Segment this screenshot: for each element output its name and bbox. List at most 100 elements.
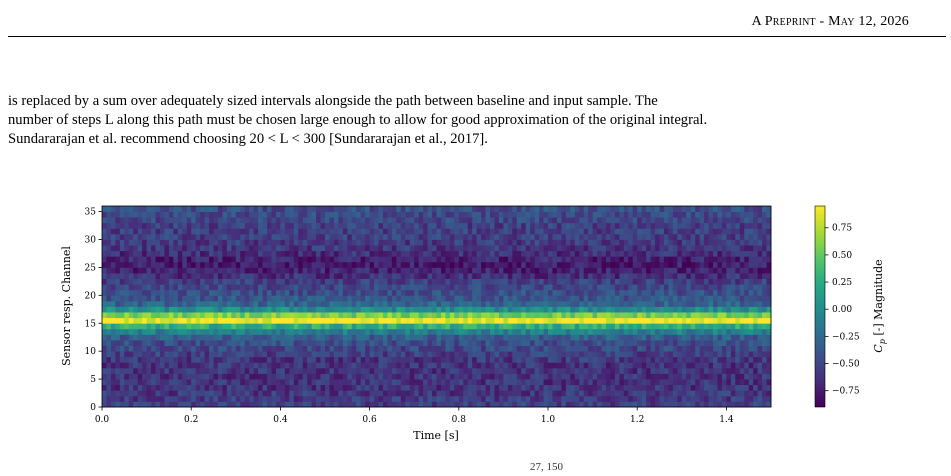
- heatmap-cell: [382, 390, 388, 397]
- heatmap-cell: [628, 239, 634, 246]
- heatmap-cell: [226, 356, 232, 363]
- heatmap-cell: [516, 295, 522, 302]
- heatmap-cell: [240, 356, 246, 363]
- heatmap-cell: [748, 312, 754, 319]
- heatmap-cell: [543, 222, 549, 229]
- heatmap-cell: [476, 300, 482, 307]
- heatmap-cell: [574, 267, 580, 274]
- heatmap-cell: [766, 228, 772, 235]
- heatmap-cell: [253, 233, 259, 240]
- heatmap-cell: [655, 362, 660, 369]
- heatmap-cell: [552, 312, 558, 319]
- heatmap-cell: [177, 284, 183, 291]
- heatmap-cell: [115, 278, 121, 285]
- heatmap-cell: [191, 300, 197, 307]
- heatmap-cell: [543, 306, 549, 313]
- heatmap-cell: [200, 401, 205, 408]
- heatmap-cell: [209, 379, 214, 386]
- heatmap-cell: [614, 323, 620, 330]
- heatmap-cell: [182, 289, 188, 296]
- heatmap-cell: [347, 250, 353, 257]
- heatmap-cell: [530, 306, 536, 313]
- heatmap-cell: [494, 362, 500, 369]
- heatmap-cell: [119, 261, 125, 268]
- heatmap-cell: [610, 250, 616, 257]
- heatmap-cell: [307, 328, 313, 335]
- heatmap-cell: [222, 362, 228, 369]
- heatmap-cell: [329, 356, 335, 363]
- heatmap-cell: [623, 233, 629, 240]
- heatmap-cell: [597, 323, 602, 330]
- heatmap-cell: [186, 239, 192, 246]
- heatmap-cell: [235, 222, 241, 229]
- heatmap-cell: [307, 228, 313, 235]
- heatmap-cell: [182, 306, 188, 313]
- heatmap-cell: [646, 295, 651, 302]
- heatmap-cell: [222, 233, 228, 240]
- heatmap-cell: [316, 295, 321, 302]
- heatmap-cell: [440, 228, 446, 235]
- heatmap-cell: [155, 245, 161, 252]
- heatmap-cell: [351, 295, 357, 302]
- heatmap-cell: [548, 340, 553, 346]
- heatmap-cell: [338, 233, 344, 240]
- heatmap-cell: [503, 373, 509, 380]
- heatmap-cell: [418, 273, 424, 279]
- heatmap-cell: [414, 395, 420, 402]
- heatmap-cell: [721, 300, 727, 307]
- heatmap-cell: [530, 300, 536, 307]
- heatmap-cell: [521, 284, 527, 291]
- heatmap-cell: [440, 328, 446, 335]
- heatmap-cell: [106, 273, 112, 279]
- heatmap-cell: [307, 367, 313, 374]
- heatmap-cell: [677, 351, 683, 358]
- heatmap-cell: [521, 256, 527, 263]
- heatmap-cell: [391, 328, 397, 335]
- heatmap-cell: [222, 278, 228, 285]
- heatmap-cell: [454, 384, 460, 391]
- heatmap-cell: [748, 250, 754, 257]
- heatmap-cell: [110, 306, 116, 313]
- heatmap-cell: [726, 373, 732, 380]
- heatmap-cell: [735, 345, 741, 352]
- heatmap-cell: [302, 384, 308, 391]
- heatmap-cell: [423, 278, 428, 285]
- heatmap-cell: [405, 345, 411, 352]
- heatmap-cell: [637, 284, 643, 291]
- heatmap-cell: [316, 362, 321, 369]
- heatmap-cell: [467, 284, 473, 291]
- heatmap-cell: [655, 306, 660, 313]
- heatmap-cell: [628, 356, 634, 363]
- heatmap-cell: [133, 367, 139, 374]
- heatmap-cell: [440, 289, 446, 296]
- heatmap-cell: [672, 328, 678, 335]
- heatmap-cell: [490, 373, 495, 380]
- heatmap-cell: [721, 317, 727, 324]
- heatmap-cell: [293, 340, 299, 346]
- heatmap-cell: [762, 317, 767, 324]
- heatmap-cell: [753, 340, 759, 346]
- heatmap-cell: [146, 239, 152, 246]
- heatmap-cell: [498, 351, 504, 358]
- heatmap-cell: [244, 373, 250, 380]
- heatmap-cell: [311, 345, 317, 352]
- heatmap-cell: [757, 340, 763, 346]
- heatmap-cell: [516, 284, 522, 291]
- heatmap-cell: [316, 233, 321, 240]
- heatmap-cell: [659, 323, 665, 330]
- heatmap-cell: [333, 312, 339, 319]
- heatmap-cell: [721, 245, 727, 252]
- heatmap-cell: [311, 256, 317, 263]
- heatmap-cell: [115, 384, 121, 391]
- heatmap-cell: [235, 267, 241, 274]
- heatmap-cell: [106, 384, 112, 391]
- heatmap-cell: [329, 284, 335, 291]
- heatmap-cell: [436, 289, 442, 296]
- heatmap-cell: [628, 351, 634, 358]
- heatmap-cell: [757, 289, 763, 296]
- heatmap-cell: [338, 295, 344, 302]
- heatmap-cell: [200, 300, 205, 307]
- heatmap-cell: [597, 328, 602, 335]
- heatmap-cell: [730, 273, 736, 279]
- heatmap-cell: [534, 379, 540, 386]
